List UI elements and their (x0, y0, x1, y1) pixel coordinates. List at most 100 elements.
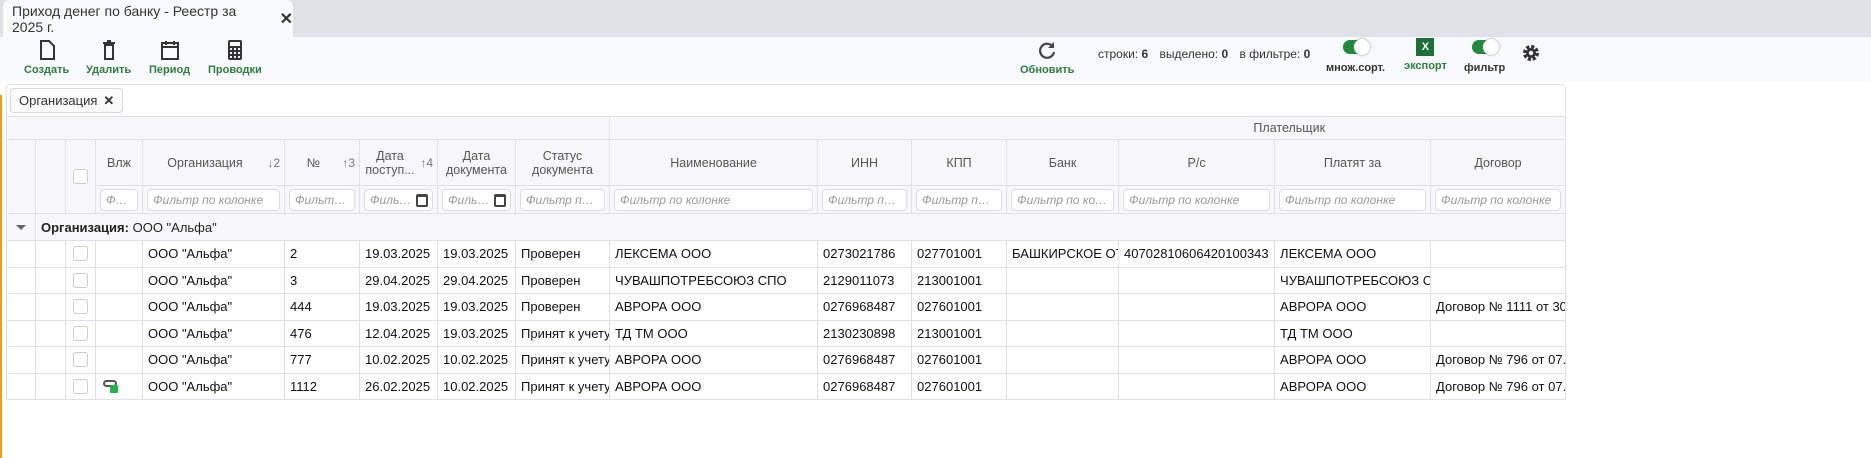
cell-date-in: 19.03.2025 (359, 293, 438, 321)
row-checkbox[interactable] (73, 246, 88, 262)
remove-group-icon[interactable]: ✕ (103, 92, 115, 108)
cell-status: Принят к учету (514, 319, 611, 347)
create-button[interactable]: Создать (24, 39, 69, 76)
cell-num: 2 (284, 240, 360, 268)
row-checkbox[interactable] (73, 352, 88, 368)
filter-switch[interactable] (1471, 39, 1499, 55)
settings-button[interactable] (1521, 43, 1541, 63)
column-header[interactable]: № ↑3 (284, 139, 360, 186)
cell-inn: 2130230898 (817, 319, 913, 347)
column-filter-input[interactable]: Фильтр по колонке (100, 188, 138, 211)
column-filter-input[interactable]: Фильтр по колонке (1123, 188, 1271, 211)
table-row[interactable]: ООО "Альфа" 3 29.04.2025 29.04.2025 Проверен… (6, 266, 1567, 294)
sort-indicator[interactable]: ↓2 (267, 155, 280, 170)
column-header[interactable]: Р/с (1118, 139, 1276, 186)
expand-column-header (6, 139, 36, 214)
cell-kpp: 213001001 (911, 266, 1008, 294)
refresh-button[interactable]: Обновить (1020, 39, 1074, 76)
select-cell[interactable] (65, 266, 96, 294)
left-accent-bar (0, 95, 2, 458)
new-document-icon (39, 40, 55, 60)
table-row[interactable]: ООО "Альфа" 1112 26.02.2025 10.02.2025 Приня… (6, 372, 1567, 400)
column-filter-input[interactable]: Фильтр по колонке (1435, 188, 1562, 211)
calculator-icon (227, 40, 242, 60)
sort-indicator[interactable]: ↑4 (420, 155, 433, 170)
multisort-toggle[interactable]: множ.сорт. (1326, 37, 1385, 74)
filter-toggle[interactable]: фильтр (1464, 37, 1505, 74)
cell-org: ООО "Альфа" (142, 266, 285, 294)
indent-cell (6, 319, 36, 347)
attachment-icon[interactable] (103, 380, 119, 394)
cell-status: Проверен (514, 293, 611, 321)
caret-down-icon[interactable] (16, 224, 26, 230)
multisort-switch[interactable] (1342, 39, 1370, 55)
column-filter-input[interactable]: Фильтр по колонке (1011, 188, 1115, 211)
filter-cell: Фильтр по колонке (1430, 185, 1567, 214)
column-filter-input[interactable]: Фильтр по колонке (1279, 188, 1427, 211)
column-header[interactable]: Договор (1430, 139, 1567, 186)
column-header[interactable]: ИНН (817, 139, 913, 186)
column-header[interactable]: КПП (911, 139, 1008, 186)
tab-registry[interactable]: Приход денег по банку - Реестр за 2025 г… (3, 0, 293, 37)
table-row[interactable]: ООО "Альфа" 777 10.02.2025 10.02.2025 Принят… (6, 346, 1567, 374)
table-row[interactable]: ООО "Альфа" 2 19.03.2025 19.03.2025 Проверен… (6, 240, 1567, 268)
select-cell[interactable] (65, 319, 96, 347)
toolbar: Создать Удалить Период Проводки Обновить… (0, 37, 1871, 81)
cell-kpp: 027601001 (911, 372, 1008, 400)
cell-pay-for: АВРОРА ООО (1274, 293, 1432, 321)
column-header[interactable]: Банк (1006, 139, 1120, 186)
column-header[interactable]: Организация ↓2 (142, 139, 285, 186)
column-filter-input[interactable]: Фильтр по колонке (364, 188, 433, 211)
column-header[interactable]: Влж (95, 139, 143, 186)
row-checkbox[interactable] (73, 272, 88, 288)
export-button[interactable]: X экспорт (1404, 37, 1447, 72)
row-header-cell (35, 240, 66, 268)
close-tab-icon[interactable]: ✕ (279, 10, 293, 28)
row-checkbox[interactable] (73, 325, 88, 341)
cell-date-doc: 29.04.2025 (437, 266, 516, 294)
calendar-icon[interactable] (416, 193, 428, 207)
column-header[interactable]: Наименование (609, 139, 819, 186)
column-filter-input[interactable]: Фильтр по колонке (147, 188, 280, 211)
column-header[interactable]: Статус документа (514, 139, 611, 186)
select-all-checkbox[interactable] (73, 169, 88, 184)
tab-bar: Приход денег по банку - Реестр за 2025 г… (0, 0, 1871, 37)
period-button[interactable]: Период (149, 39, 190, 76)
column-filter-input[interactable]: Фильтр по колонке (916, 188, 1003, 211)
row-header-cell (35, 293, 66, 321)
refresh-icon (1039, 42, 1056, 59)
row-checkbox[interactable] (73, 378, 88, 394)
group-toggle[interactable] (6, 213, 36, 241)
grouping-panel: Организация ✕ (6, 84, 1566, 116)
column-header[interactable]: Дата поступ... ↑4 (359, 139, 438, 186)
select-cell[interactable] (65, 240, 96, 268)
row-checkbox[interactable] (73, 299, 88, 315)
column-header[interactable]: Платят за (1274, 139, 1432, 186)
export-label: экспорт (1404, 60, 1447, 72)
group-chip-organization[interactable]: Организация ✕ (10, 88, 124, 113)
column-filter-input[interactable]: Фильтр по колонке (520, 188, 606, 211)
delete-button[interactable]: Удалить (86, 39, 131, 76)
select-cell[interactable] (65, 293, 96, 321)
cell-status: Принят к учету (514, 346, 611, 374)
select-cell[interactable] (65, 372, 96, 400)
calendar-icon[interactable] (494, 193, 506, 207)
column-filter-input[interactable]: Фильтр по колонке (442, 188, 511, 211)
refresh-label: Обновить (1020, 64, 1075, 76)
cell-pay-for: АВРОРА ООО (1274, 372, 1432, 400)
table-row[interactable]: ООО "Альфа" 444 19.03.2025 19.03.2025 Провер… (6, 293, 1567, 321)
sort-indicator[interactable]: ↑3 (342, 155, 355, 170)
excel-icon: X (1416, 38, 1435, 56)
rows-label: строки: (1098, 47, 1139, 61)
filter-cell: Фильтр по колонке (437, 185, 516, 214)
selected-label: выделено: (1159, 47, 1219, 61)
select-cell[interactable] (65, 346, 96, 374)
entries-button[interactable]: Проводки (208, 39, 262, 76)
cell-date-doc: 10.02.2025 (437, 346, 516, 374)
column-filter-input[interactable]: Фильтр по колонке (289, 188, 355, 211)
column-header[interactable]: Дата документа (437, 139, 516, 186)
column-filter-input[interactable]: Фильтр по колонке (614, 188, 814, 211)
table-row[interactable]: ООО "Альфа" 476 12.04.2025 19.03.2025 Принят… (6, 319, 1567, 347)
group-row[interactable]: Организация: ООО "Альфа" (6, 213, 1567, 241)
column-filter-input[interactable]: Фильтр по колонке (822, 188, 908, 211)
